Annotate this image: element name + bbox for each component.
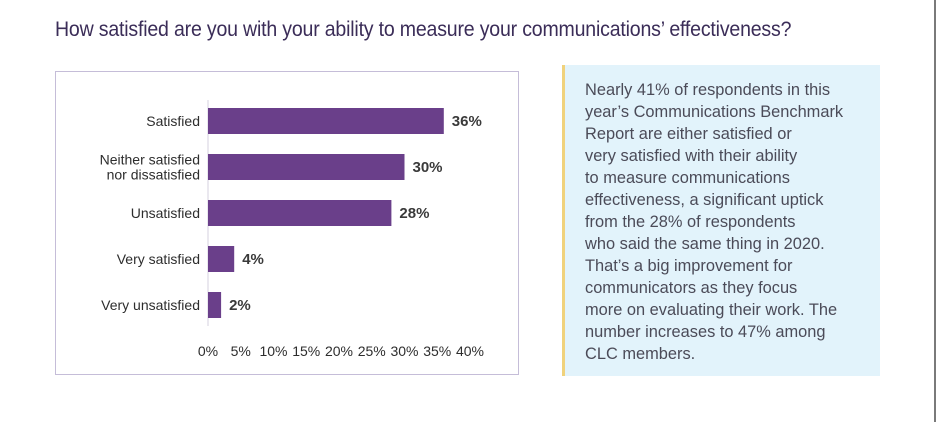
data-label: 2% bbox=[229, 297, 251, 314]
category-label: Unsatisfied bbox=[131, 205, 200, 221]
x-tick-label: 20% bbox=[325, 343, 353, 359]
info-line: from the 28% of respondents bbox=[585, 213, 796, 231]
x-tick-label: 15% bbox=[292, 343, 320, 359]
info-line: to measure communications bbox=[585, 169, 790, 187]
data-label: 36% bbox=[452, 113, 482, 130]
x-tick-label: 35% bbox=[423, 343, 451, 359]
info-line: very satisfied with their ability bbox=[585, 147, 798, 165]
category-label: Satisfied bbox=[146, 113, 200, 129]
bar bbox=[208, 246, 235, 272]
info-line: number increases to 47% among bbox=[585, 323, 826, 341]
category-label: nor dissatisfied bbox=[107, 167, 200, 183]
chart-container: 36% Satisfied 30% Neither satisfied nor diss… bbox=[55, 71, 519, 375]
info-paragraph: Nearly 41% of respondents in this year’s … bbox=[585, 79, 870, 365]
window-edge bbox=[934, 0, 936, 422]
info-line: more on evaluating their work. The bbox=[585, 301, 838, 319]
bar bbox=[208, 200, 392, 226]
data-label: 4% bbox=[242, 251, 264, 268]
x-tick-label: 40% bbox=[456, 343, 484, 359]
info-line: who said the same thing in 2020. bbox=[585, 235, 825, 253]
x-tick-label: 30% bbox=[390, 343, 418, 359]
x-tick-label: 0% bbox=[198, 343, 218, 359]
info-line: CLC members. bbox=[585, 345, 696, 363]
data-label: 28% bbox=[399, 205, 429, 222]
info-line: effectiveness, a significant uptick bbox=[585, 191, 824, 209]
info-line: year’s Communications Benchmark bbox=[585, 103, 844, 121]
x-tick-label: 25% bbox=[358, 343, 386, 359]
page-title: How satisfied are you with your ability … bbox=[55, 18, 792, 41]
category-label: Very unsatisfied bbox=[101, 297, 200, 313]
info-line: Report are either satisfied or bbox=[585, 125, 792, 143]
bar bbox=[208, 292, 222, 318]
info-line: communicators as they focus bbox=[585, 279, 798, 297]
bar bbox=[208, 108, 444, 134]
data-label: 30% bbox=[413, 159, 443, 176]
info-line: Nearly 41% of respondents in this bbox=[585, 81, 831, 99]
x-tick-label: 10% bbox=[259, 343, 287, 359]
x-tick-label: 5% bbox=[231, 343, 251, 359]
info-line: That’s a big improvement for bbox=[585, 257, 793, 275]
category-label: Very satisfied bbox=[117, 251, 200, 267]
bar bbox=[208, 154, 405, 180]
info-panel: Nearly 41% of respondents in this year’s … bbox=[562, 65, 880, 376]
category-label: Neither satisfied bbox=[100, 152, 200, 168]
